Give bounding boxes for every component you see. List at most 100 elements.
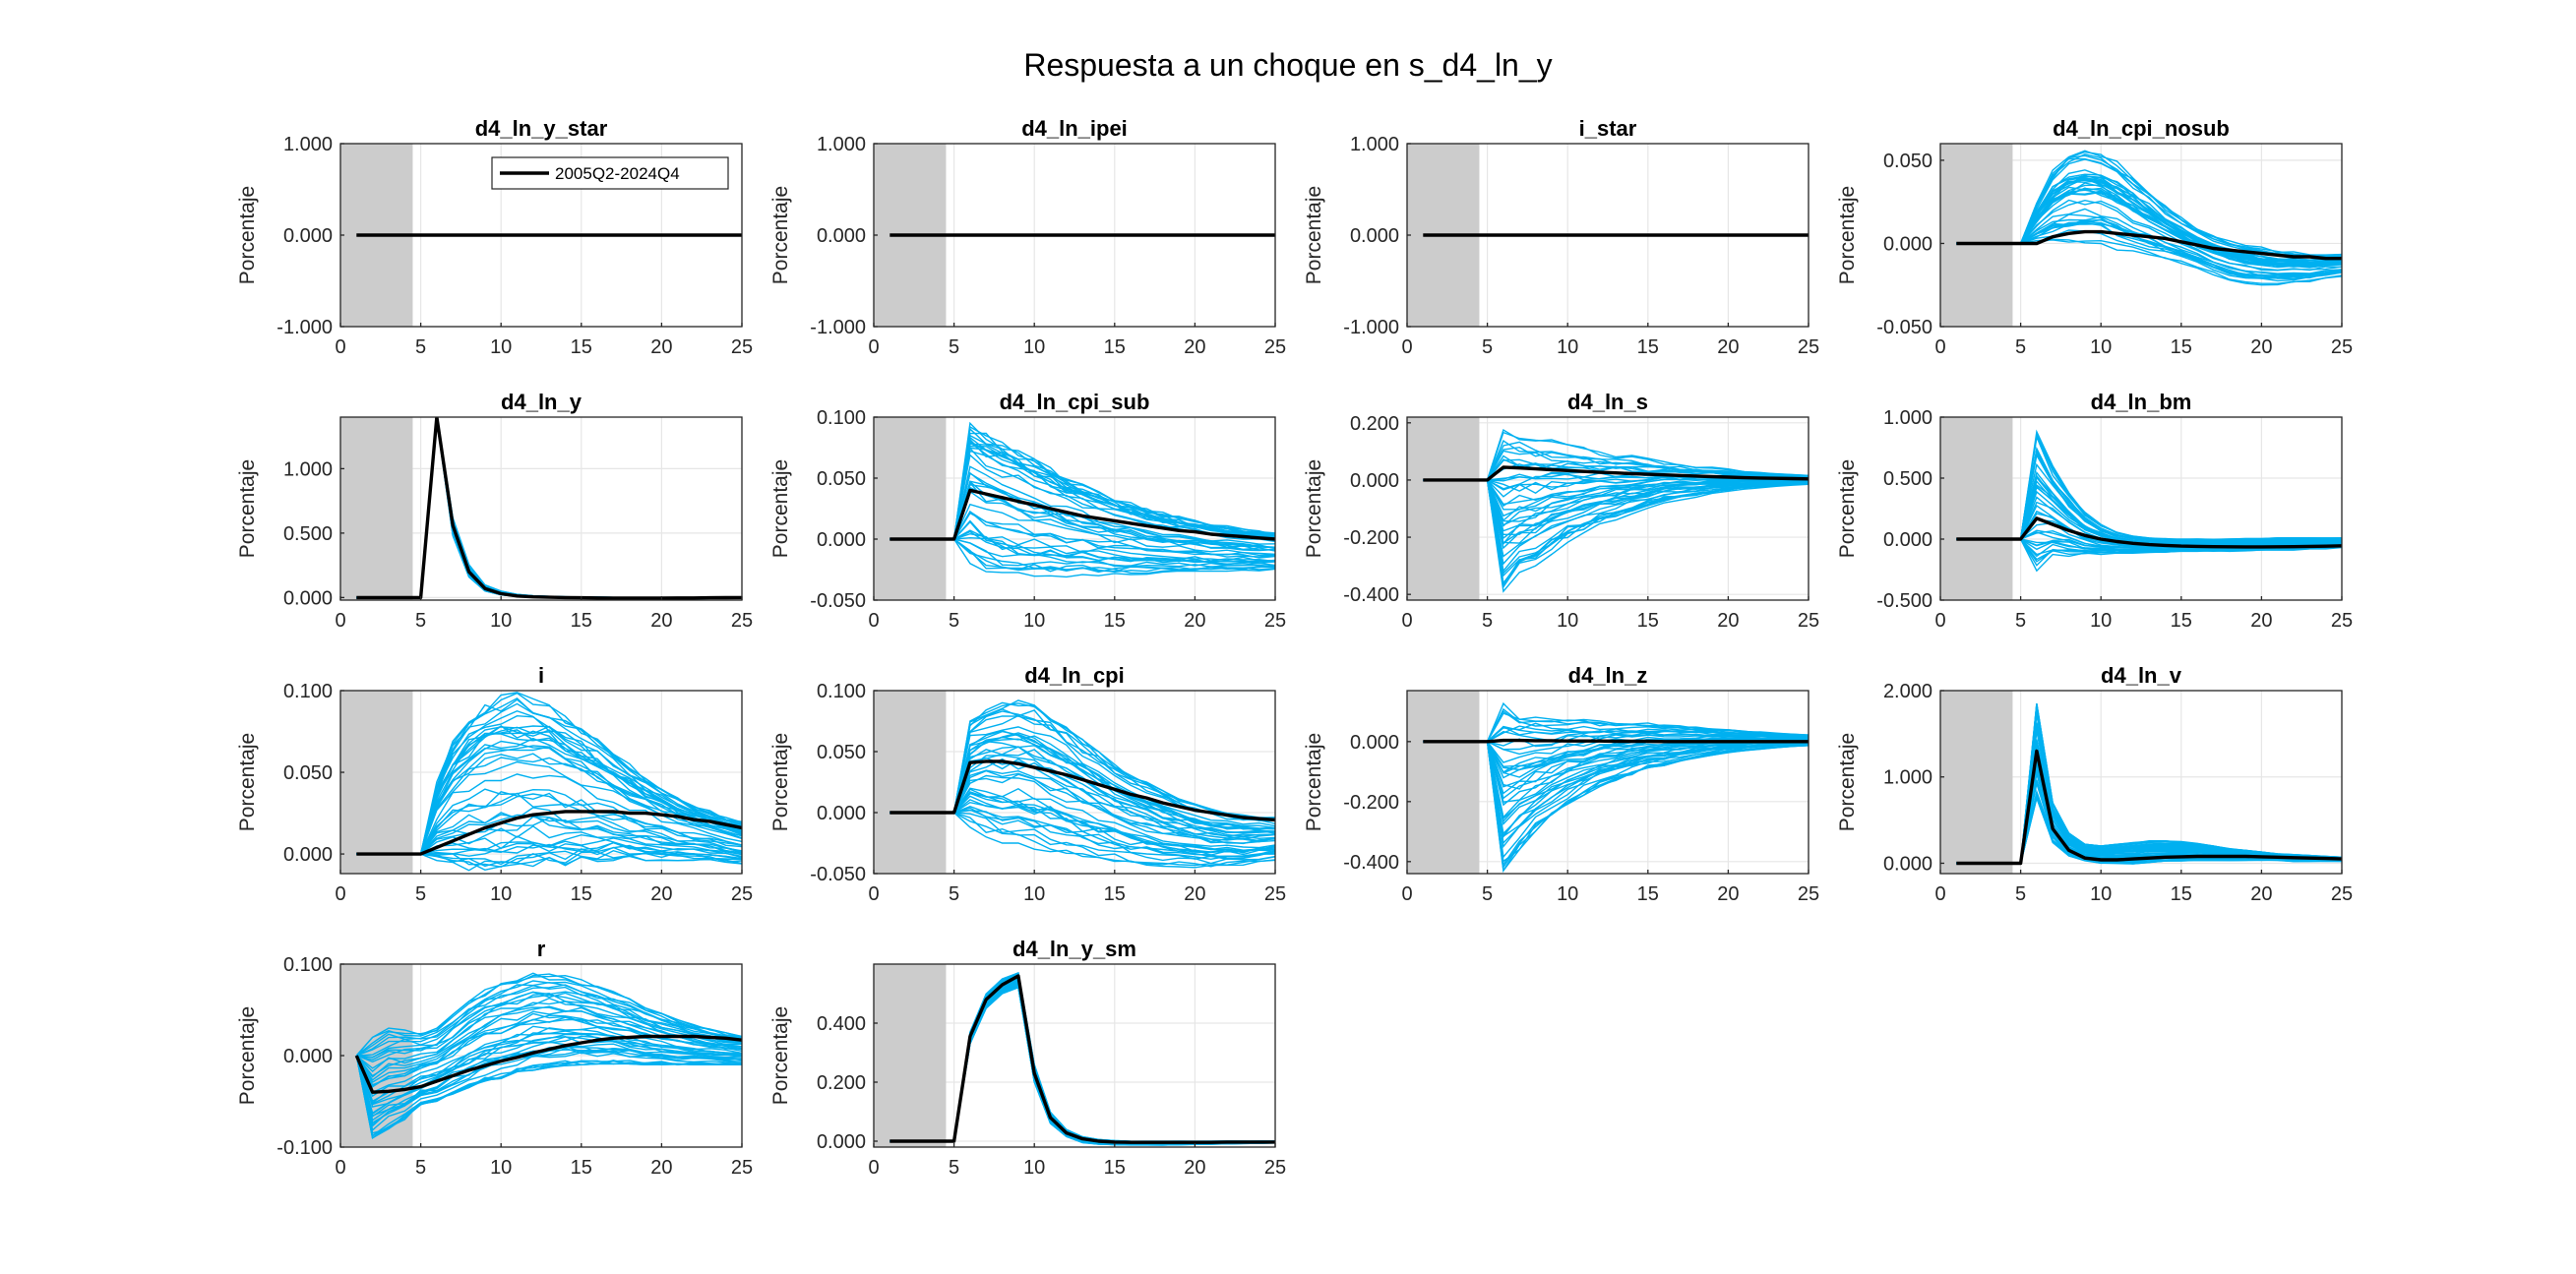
y-axis-label: Porcentaje [1836,733,1859,831]
fan-line [1956,429,2342,541]
fan-line [1956,479,2342,545]
y-tick-label: 2.000 [1883,681,1932,702]
y-tick-label: -0.050 [810,864,866,885]
x-tick-label: 0 [335,610,345,632]
median-line [889,488,1275,541]
x-tick-label: 0 [1934,336,1945,358]
plot-area [889,699,1275,869]
fan-line [1956,475,2342,544]
y-tick-label: 0.000 [1883,853,1932,875]
median-line [1956,229,2342,261]
fan-line [356,419,742,600]
y-tick-label: 0.100 [817,681,866,702]
x-tick-label: 0 [1934,883,1945,905]
fan-line [889,981,1275,1145]
plot-area [889,421,1275,578]
x-tick-label: 5 [2015,336,2026,358]
y-tick-label: -0.200 [1343,792,1399,814]
fan-line [356,417,742,599]
fan-line [889,978,1275,1144]
subplot-d4-ln-cpi: 0 5 10 15 20 25 -0.050 0.000 0.050 0.100 d4_ln_cpi… [769,663,1286,905]
fan-line [356,418,742,599]
fan-line [1956,434,2342,541]
x-tick-label: 10 [2090,610,2112,632]
x-tick-label: 15 [1104,610,1126,632]
axes-box [873,690,1276,875]
fan-line [356,417,742,599]
fan-line [356,418,742,599]
shaded-region [1407,691,1480,874]
x-tick-label: 25 [1264,883,1286,905]
x-tick-label: 0 [335,883,345,905]
fan-line [1956,453,2342,543]
fan-line [889,440,1275,540]
fan-line [356,417,742,599]
y-tick-label: -0.050 [1876,317,1932,338]
fan-line [355,1052,742,1131]
shaded-region [1407,417,1480,600]
fan-line [356,418,742,599]
fan-line [356,417,742,599]
subplot-title: d4_ln_cpi [1024,663,1124,688]
subplot-r: 0 5 10 15 20 25 -0.100 0.000 0.100 r Porcentaje [236,937,753,1179]
x-tick-label: 0 [1934,610,1945,632]
axes-box [339,690,743,875]
fan-line [889,984,1275,1145]
y-axis-label: Porcentaje [236,459,259,558]
fan-line [356,417,742,599]
fan-line [889,978,1275,1144]
x-tick-label: 20 [650,883,672,905]
subplot-d4-ln-cpi-nosub: 0 5 10 15 20 25 -0.050 0.000 0.050 d4_ln_cpi_nosu… [1836,116,2353,358]
fan-line [889,982,1275,1145]
y-tick-label: 0.500 [283,523,333,545]
x-tick-label: 0 [1401,336,1412,358]
x-tick-label: 20 [650,336,672,358]
median-line [1423,738,1809,744]
x-tick-label: 5 [2015,883,2026,905]
fan-line [1956,486,2342,545]
x-tick-label: 0 [335,1157,345,1179]
y-tick-label: -0.200 [1343,527,1399,549]
fan-line [355,1055,742,1139]
x-tick-label: 10 [2090,883,2112,905]
fan-line [1956,703,2342,865]
subplot-title: d4_ln_y_sm [1012,937,1136,961]
x-tick-label: 15 [571,610,592,632]
figure-title: Respuesta a un choque en s_d4_ln_y [1023,47,1553,83]
fan-line [1956,470,2342,544]
median-line [1423,465,1809,482]
fan-line [889,975,1275,1143]
fan-line [356,417,742,599]
fan-line [356,417,742,599]
fan-line [889,436,1275,540]
fan-line [889,699,1275,819]
fan-line [889,974,1275,1143]
fan-line [889,984,1275,1145]
x-tick-label: 10 [1023,336,1045,358]
axes-box [339,416,743,601]
x-tick-label: 20 [1184,610,1205,632]
plot-area [356,692,742,872]
y-tick-label: 0.050 [283,762,333,784]
x-tick-label: 15 [1637,610,1659,632]
subplot-d4-ln-cpi-sub: 0 5 10 15 20 25 -0.050 0.000 0.050 0.100 d4_ln_cpi… [769,390,1286,632]
fan-line [889,981,1275,1145]
fan-line [889,985,1275,1146]
y-axis-label: Porcentaje [1836,186,1859,284]
subplot-title: d4_ln_cpi_nosub [2053,116,2230,141]
y-tick-label: 0.000 [817,529,866,551]
median-line [1956,516,2342,549]
fan-line [1423,741,1809,825]
y-tick-label: 0.050 [1883,151,1932,172]
plot-area [1956,429,2342,573]
x-tick-label: 20 [2250,883,2272,905]
y-tick-label: 0.000 [283,225,333,247]
y-axis-label: Porcentaje [236,186,259,284]
fan-line [889,972,1275,1143]
fan-line [1956,485,2342,545]
subplot-d4-ln-ipei: 0 5 10 15 20 25 -1.000 0.000 1.000 d4_ln_ipei Porc… [769,116,1286,358]
x-tick-label: 0 [868,1157,879,1179]
y-tick-label: -1.000 [276,317,333,338]
x-tick-label: 5 [415,1157,426,1179]
